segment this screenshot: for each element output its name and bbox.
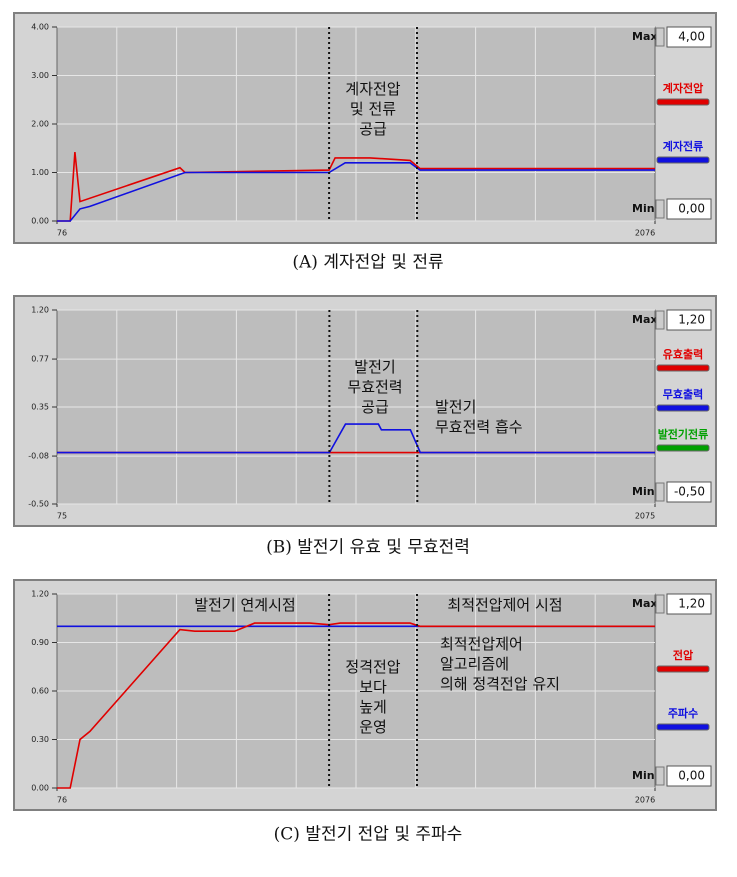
control-box[interactable] — [666, 481, 712, 503]
series-line — [57, 162, 655, 222]
spinner[interactable] — [655, 199, 665, 219]
y-tick-label: 4.00 — [31, 23, 49, 32]
legend-swatch[interactable] — [656, 444, 710, 452]
annotation: 운영 — [359, 718, 387, 736]
annotation: 의해 정격전압 유지 — [440, 675, 560, 693]
legend-label: 유효출력 — [663, 347, 703, 361]
control-label: Min — [632, 769, 655, 782]
control-value: -0,50 — [674, 485, 705, 499]
legend-swatch[interactable] — [656, 156, 710, 164]
x-tick-label: 75 — [57, 512, 67, 521]
legend-swatch[interactable] — [656, 98, 710, 106]
x-tick-label: 2075 — [635, 512, 655, 521]
legend-label: 계자전류 — [663, 139, 703, 153]
spinner[interactable] — [655, 27, 665, 47]
series-line — [57, 622, 655, 789]
y-tick-label: -0.50 — [28, 500, 49, 509]
y-tick-label: 0.90 — [31, 638, 49, 647]
series-line — [57, 152, 655, 222]
annotation: 정격전압 — [345, 658, 400, 676]
legend-label: 계자전압 — [663, 81, 703, 95]
x-tick-label: 76 — [57, 229, 67, 238]
x-tick-label: 76 — [57, 796, 67, 805]
legend-label: 발전기전류 — [658, 427, 709, 441]
legend-swatch[interactable] — [656, 665, 710, 673]
annotation: 및 전류 — [350, 100, 396, 118]
annotation: 무효전력 흡수 — [435, 418, 523, 436]
caption: (A) 계자전압 및 전류 — [292, 253, 443, 273]
annotation: 발전기 — [354, 358, 395, 376]
caption: (C) 발전기 전압 및 주파수 — [274, 825, 463, 845]
y-tick-label: 0.35 — [31, 403, 49, 412]
control-label: Max — [632, 597, 657, 610]
control-label: Min — [632, 202, 655, 215]
y-tick-label: -0.08 — [28, 452, 49, 461]
annotation: 알고리즘에 — [440, 655, 509, 673]
control-box[interactable] — [666, 198, 712, 220]
y-tick-label: 0.77 — [31, 355, 49, 364]
spinner[interactable] — [655, 310, 665, 330]
spinner[interactable] — [655, 482, 665, 502]
legend-label: 무효출력 — [663, 387, 703, 401]
annotation: 발전기 — [435, 398, 476, 416]
annotation: 공급 — [361, 398, 389, 416]
annotation: 최적전압제어 시점 — [447, 596, 562, 614]
y-tick-label: 3.00 — [31, 71, 49, 80]
y-tick-label: 2.00 — [31, 120, 49, 129]
x-tick-label: 2076 — [635, 229, 655, 238]
control-value: 0,00 — [678, 769, 705, 783]
annotation: 공급 — [359, 120, 387, 138]
y-tick-label: 0.30 — [31, 735, 49, 744]
control-value: 0,00 — [678, 202, 705, 216]
annotation: 계자전압 — [345, 80, 400, 98]
legend-swatch[interactable] — [656, 404, 710, 412]
y-tick-label: 0.00 — [31, 784, 49, 793]
control-box[interactable] — [666, 765, 712, 787]
spinner[interactable] — [655, 594, 665, 614]
annotation: 발전기 연계시점 — [194, 596, 295, 614]
legend-label: 전압 — [673, 648, 693, 662]
legend-swatch[interactable] — [656, 364, 710, 372]
control-box[interactable] — [666, 593, 712, 615]
legend-swatch[interactable] — [656, 723, 710, 731]
control-value: 1,20 — [678, 597, 705, 611]
y-tick-label: 1.20 — [31, 590, 49, 599]
control-value: 1,20 — [678, 313, 705, 327]
annotation: 보다 — [359, 678, 387, 696]
y-tick-label: 0.60 — [31, 687, 49, 696]
annotation: 높게 — [359, 698, 387, 716]
control-label: Min — [632, 485, 655, 498]
caption: (B) 발전기 유효 및 무효전력 — [266, 538, 470, 558]
annotation: 최적전압제어 — [440, 635, 523, 653]
spinner[interactable] — [655, 766, 665, 786]
annotation: 무효전력 — [347, 378, 402, 396]
control-box[interactable] — [666, 26, 712, 48]
y-tick-label: 1.20 — [31, 306, 49, 315]
control-value: 4,00 — [678, 30, 705, 44]
control-box[interactable] — [666, 309, 712, 331]
series-line — [57, 423, 655, 454]
x-tick-label: 2076 — [635, 796, 655, 805]
control-label: Max — [632, 313, 657, 326]
y-tick-label: 1.00 — [31, 168, 49, 177]
legend-label: 주파수 — [668, 706, 698, 720]
y-tick-label: 0.00 — [31, 217, 49, 226]
control-label: Max — [632, 30, 657, 43]
